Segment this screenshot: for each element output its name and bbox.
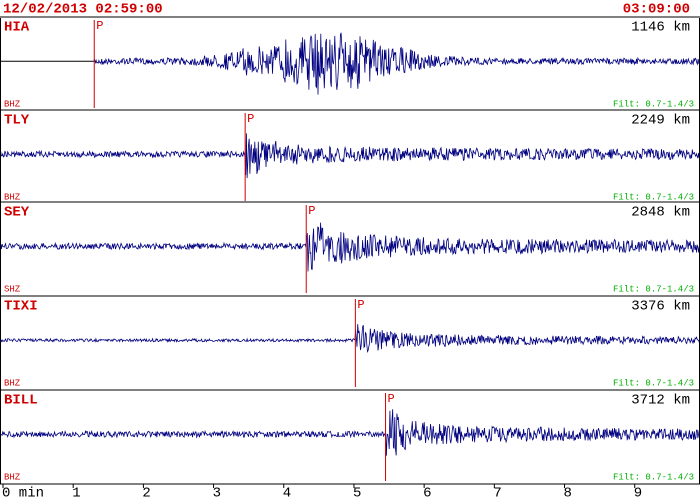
waveform bbox=[93, 32, 700, 95]
start-time: 12/02/2013 02:59:00 bbox=[3, 2, 163, 18]
filter: Filt: 0.7-1.4/3 bbox=[613, 99, 694, 109]
waveform bbox=[0, 409, 700, 456]
tick-label: 6 bbox=[423, 486, 431, 501]
phase-label: P bbox=[96, 19, 103, 33]
tick-label: 9 bbox=[634, 486, 642, 501]
tick-label: 5 bbox=[353, 486, 361, 501]
filter: Filt: 0.7-1.4/3 bbox=[613, 472, 694, 482]
waveform bbox=[0, 222, 700, 272]
station-name: TIXI bbox=[4, 299, 38, 315]
filter: Filt: 0.7-1.4/3 bbox=[613, 192, 694, 202]
waveform bbox=[0, 324, 700, 353]
filter: Filt: 0.7-1.4/3 bbox=[613, 378, 694, 388]
filter: Filt: 0.7-1.4/3 bbox=[613, 284, 694, 294]
distance: 3376 km bbox=[631, 299, 690, 315]
channel: BHZ bbox=[4, 378, 21, 388]
station-name: TLY bbox=[4, 113, 30, 129]
tick-label: 2 bbox=[142, 486, 150, 501]
channel: SHZ bbox=[4, 284, 21, 294]
distance: 2249 km bbox=[631, 113, 690, 129]
tick-label: 7 bbox=[493, 486, 501, 501]
distance: 2848 km bbox=[631, 205, 690, 221]
station-name: HIA bbox=[4, 20, 30, 36]
phase-label: P bbox=[308, 204, 315, 218]
distance: 3712 km bbox=[631, 393, 690, 409]
station-name: SEY bbox=[4, 205, 30, 221]
end-time: 03:09:00 bbox=[623, 2, 690, 18]
phase-label: P bbox=[247, 112, 254, 126]
channel: BHZ bbox=[4, 99, 21, 109]
tick-label: 0 min bbox=[2, 486, 44, 501]
distance: 1146 km bbox=[631, 20, 690, 36]
channel: BHZ bbox=[4, 472, 21, 482]
phase-label: P bbox=[388, 392, 395, 406]
phase-label: P bbox=[357, 298, 364, 312]
tick-label: 3 bbox=[213, 486, 221, 501]
tick-label: 1 bbox=[72, 486, 80, 501]
channel: BHZ bbox=[4, 192, 21, 202]
station-name: BILL bbox=[4, 393, 38, 409]
tick-label: 8 bbox=[564, 486, 572, 501]
waveform bbox=[0, 133, 700, 179]
tick-label: 4 bbox=[283, 486, 291, 501]
